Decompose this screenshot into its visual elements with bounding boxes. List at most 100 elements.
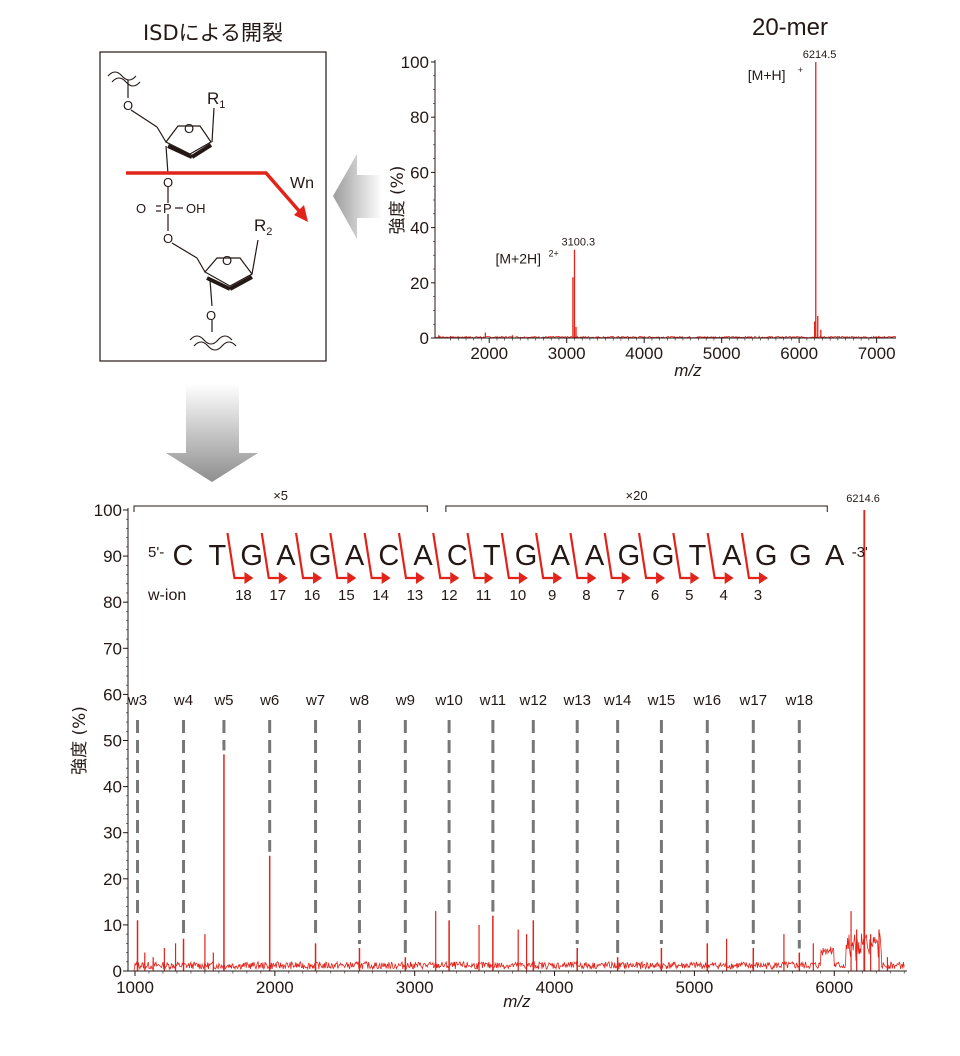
w-ion-label: w16 xyxy=(693,692,722,709)
scale-bracket-label: ×5 xyxy=(273,488,288,503)
w-ion-number: 4 xyxy=(719,587,727,604)
bottom-y-axis-label: 強度 (%) xyxy=(70,706,90,775)
w-ion-number: 13 xyxy=(407,587,424,604)
top-spectrum-chart: 20-mer 0 20 40 60 80 100 2000 3000 4000 5000 6000 70… xyxy=(388,14,897,380)
bottom-noise-line xyxy=(133,932,905,972)
cleavage-arrow-icon xyxy=(500,532,519,580)
o-label-double: O xyxy=(136,201,146,216)
w-ion-number: 17 xyxy=(269,587,286,604)
cleavage-arrowhead-icon xyxy=(690,572,700,584)
bottom-x-tick-label: 2000 xyxy=(256,978,294,997)
scale-bracket-label: ×20 xyxy=(626,488,648,503)
o-label-5p: O xyxy=(123,98,133,113)
w-ion-label: w6 xyxy=(259,692,279,709)
top-chart-title: 20-mer xyxy=(752,14,828,41)
sequence-base: A xyxy=(722,540,742,572)
sequence-base: A xyxy=(345,540,365,572)
w-ion-number: 5 xyxy=(685,587,693,604)
cleavage-arrowhead-icon xyxy=(621,572,631,584)
cleavage-arrow-icon xyxy=(535,532,554,580)
sequence-base: G xyxy=(755,540,778,572)
sequence-base: T xyxy=(208,540,226,572)
sequence-base: G xyxy=(618,540,641,572)
nucleotide-structure xyxy=(107,71,259,351)
cleavage-arrow-icon xyxy=(294,532,314,580)
bottom-y-tick-label: 50 xyxy=(103,732,122,751)
o-label-3p: O xyxy=(163,175,173,190)
w-ion-label: w12 xyxy=(519,692,548,709)
cleavage-arrow-icon xyxy=(672,532,691,580)
top-y-tick-label: 80 xyxy=(410,108,429,127)
cleavage-arrow-icon xyxy=(432,532,451,580)
sequence-base: G xyxy=(652,540,675,572)
bottom-x-tick-label: 1000 xyxy=(116,978,154,997)
cleavage-arrowhead-icon xyxy=(656,572,666,584)
cleavage-arrow-icon xyxy=(603,532,622,580)
top-x-tick-label: 7000 xyxy=(858,344,896,363)
bottom-y-tick-label: 100 xyxy=(94,501,122,520)
top-y-tick-label: 40 xyxy=(410,219,429,238)
w-ion-label: w18 xyxy=(785,692,814,709)
w-ion-number: 7 xyxy=(617,587,625,604)
gray-arrow-left-icon xyxy=(333,154,382,239)
sequence-base: G xyxy=(789,540,812,572)
bottom-y-tick-label: 40 xyxy=(103,778,122,797)
w-ion-label: w13 xyxy=(562,692,591,709)
o-label-3p-2: O xyxy=(206,308,216,323)
mechanism-panel: ISDによる開裂 xyxy=(99,21,327,362)
sequence-suffix: -3' xyxy=(852,544,868,561)
w-ion-number: 18 xyxy=(235,587,252,604)
w-ion-number: 9 xyxy=(548,587,556,604)
oh-label: OH xyxy=(186,201,206,216)
w-ion-label: w10 xyxy=(434,692,463,709)
top-x-tick-label: 3000 xyxy=(548,344,586,363)
top-y-tick-label: 100 xyxy=(401,53,429,72)
p-label: P xyxy=(163,201,172,216)
cleavage-arrowhead-icon xyxy=(415,572,425,584)
cleavage-arrow xyxy=(126,171,308,222)
scale-bracket xyxy=(445,505,828,512)
cleavage-arrow-icon xyxy=(466,532,485,580)
sequence-base: C xyxy=(378,540,399,572)
r2-label: R2 xyxy=(254,216,272,238)
w-ion-label: w3 xyxy=(127,692,147,709)
cleavage-arrow-icon xyxy=(226,532,245,580)
w-ion-label: w4 xyxy=(173,692,193,709)
cleavage-label: Wn xyxy=(290,175,314,192)
w-ion-label: w9 xyxy=(395,692,415,709)
sequence-base: T xyxy=(483,540,501,572)
bottom-x-tick-label: 6000 xyxy=(815,978,853,997)
w-ion-number: 12 xyxy=(441,587,458,604)
top-peak-value-label: 6214.5 xyxy=(803,49,837,61)
w-ion-number: 3 xyxy=(754,587,762,604)
cleavage-arrowhead-icon xyxy=(758,572,768,584)
cleavage-arrowhead-icon xyxy=(518,572,528,584)
sequence-base: A xyxy=(413,540,433,572)
top-peak-value-label: 3100.3 xyxy=(561,237,595,249)
w-ion-number: 10 xyxy=(510,587,527,604)
bottom-y-tick-label: 0 xyxy=(113,962,122,981)
bottom-x-axis-label: m/z xyxy=(503,992,531,1011)
w-ion-label: w15 xyxy=(647,692,676,709)
cleavage-arrow-icon xyxy=(637,532,657,580)
cleavage-arrowhead-icon xyxy=(484,572,494,584)
w-ion-number: 11 xyxy=(476,587,492,604)
cleavage-arrow-icon xyxy=(397,532,416,580)
bottom-y-tick-label: 70 xyxy=(103,639,122,658)
w-ion-row-label: w-ion xyxy=(147,587,186,604)
cleavage-arrowhead-icon xyxy=(347,572,357,584)
o-label-5p-2: O xyxy=(163,231,173,246)
w-ion-label: w14 xyxy=(603,692,632,709)
w-ion-number: 6 xyxy=(651,587,659,604)
top-x-tick-label: 4000 xyxy=(625,344,663,363)
bottom-y-tick-label: 30 xyxy=(103,824,122,843)
w-ion-label: w17 xyxy=(739,692,768,709)
bottom-y-tick-label: 10 xyxy=(103,916,122,935)
sequence-base: G xyxy=(240,540,263,572)
molecular-ion-label: 6214.6 xyxy=(846,493,880,505)
sequence-base: T xyxy=(689,540,707,572)
o-label-ring-2: O xyxy=(222,253,232,268)
cleavage-arrow-icon xyxy=(706,532,725,580)
top-peak-ion-label: [M+H] xyxy=(748,67,786,83)
bottom-spectrum-chart: 6214.6 w3 w4 w5 w6 w7 w8 w9 w10 w11 w12 w13 w14 w15 w1… xyxy=(70,488,907,1011)
